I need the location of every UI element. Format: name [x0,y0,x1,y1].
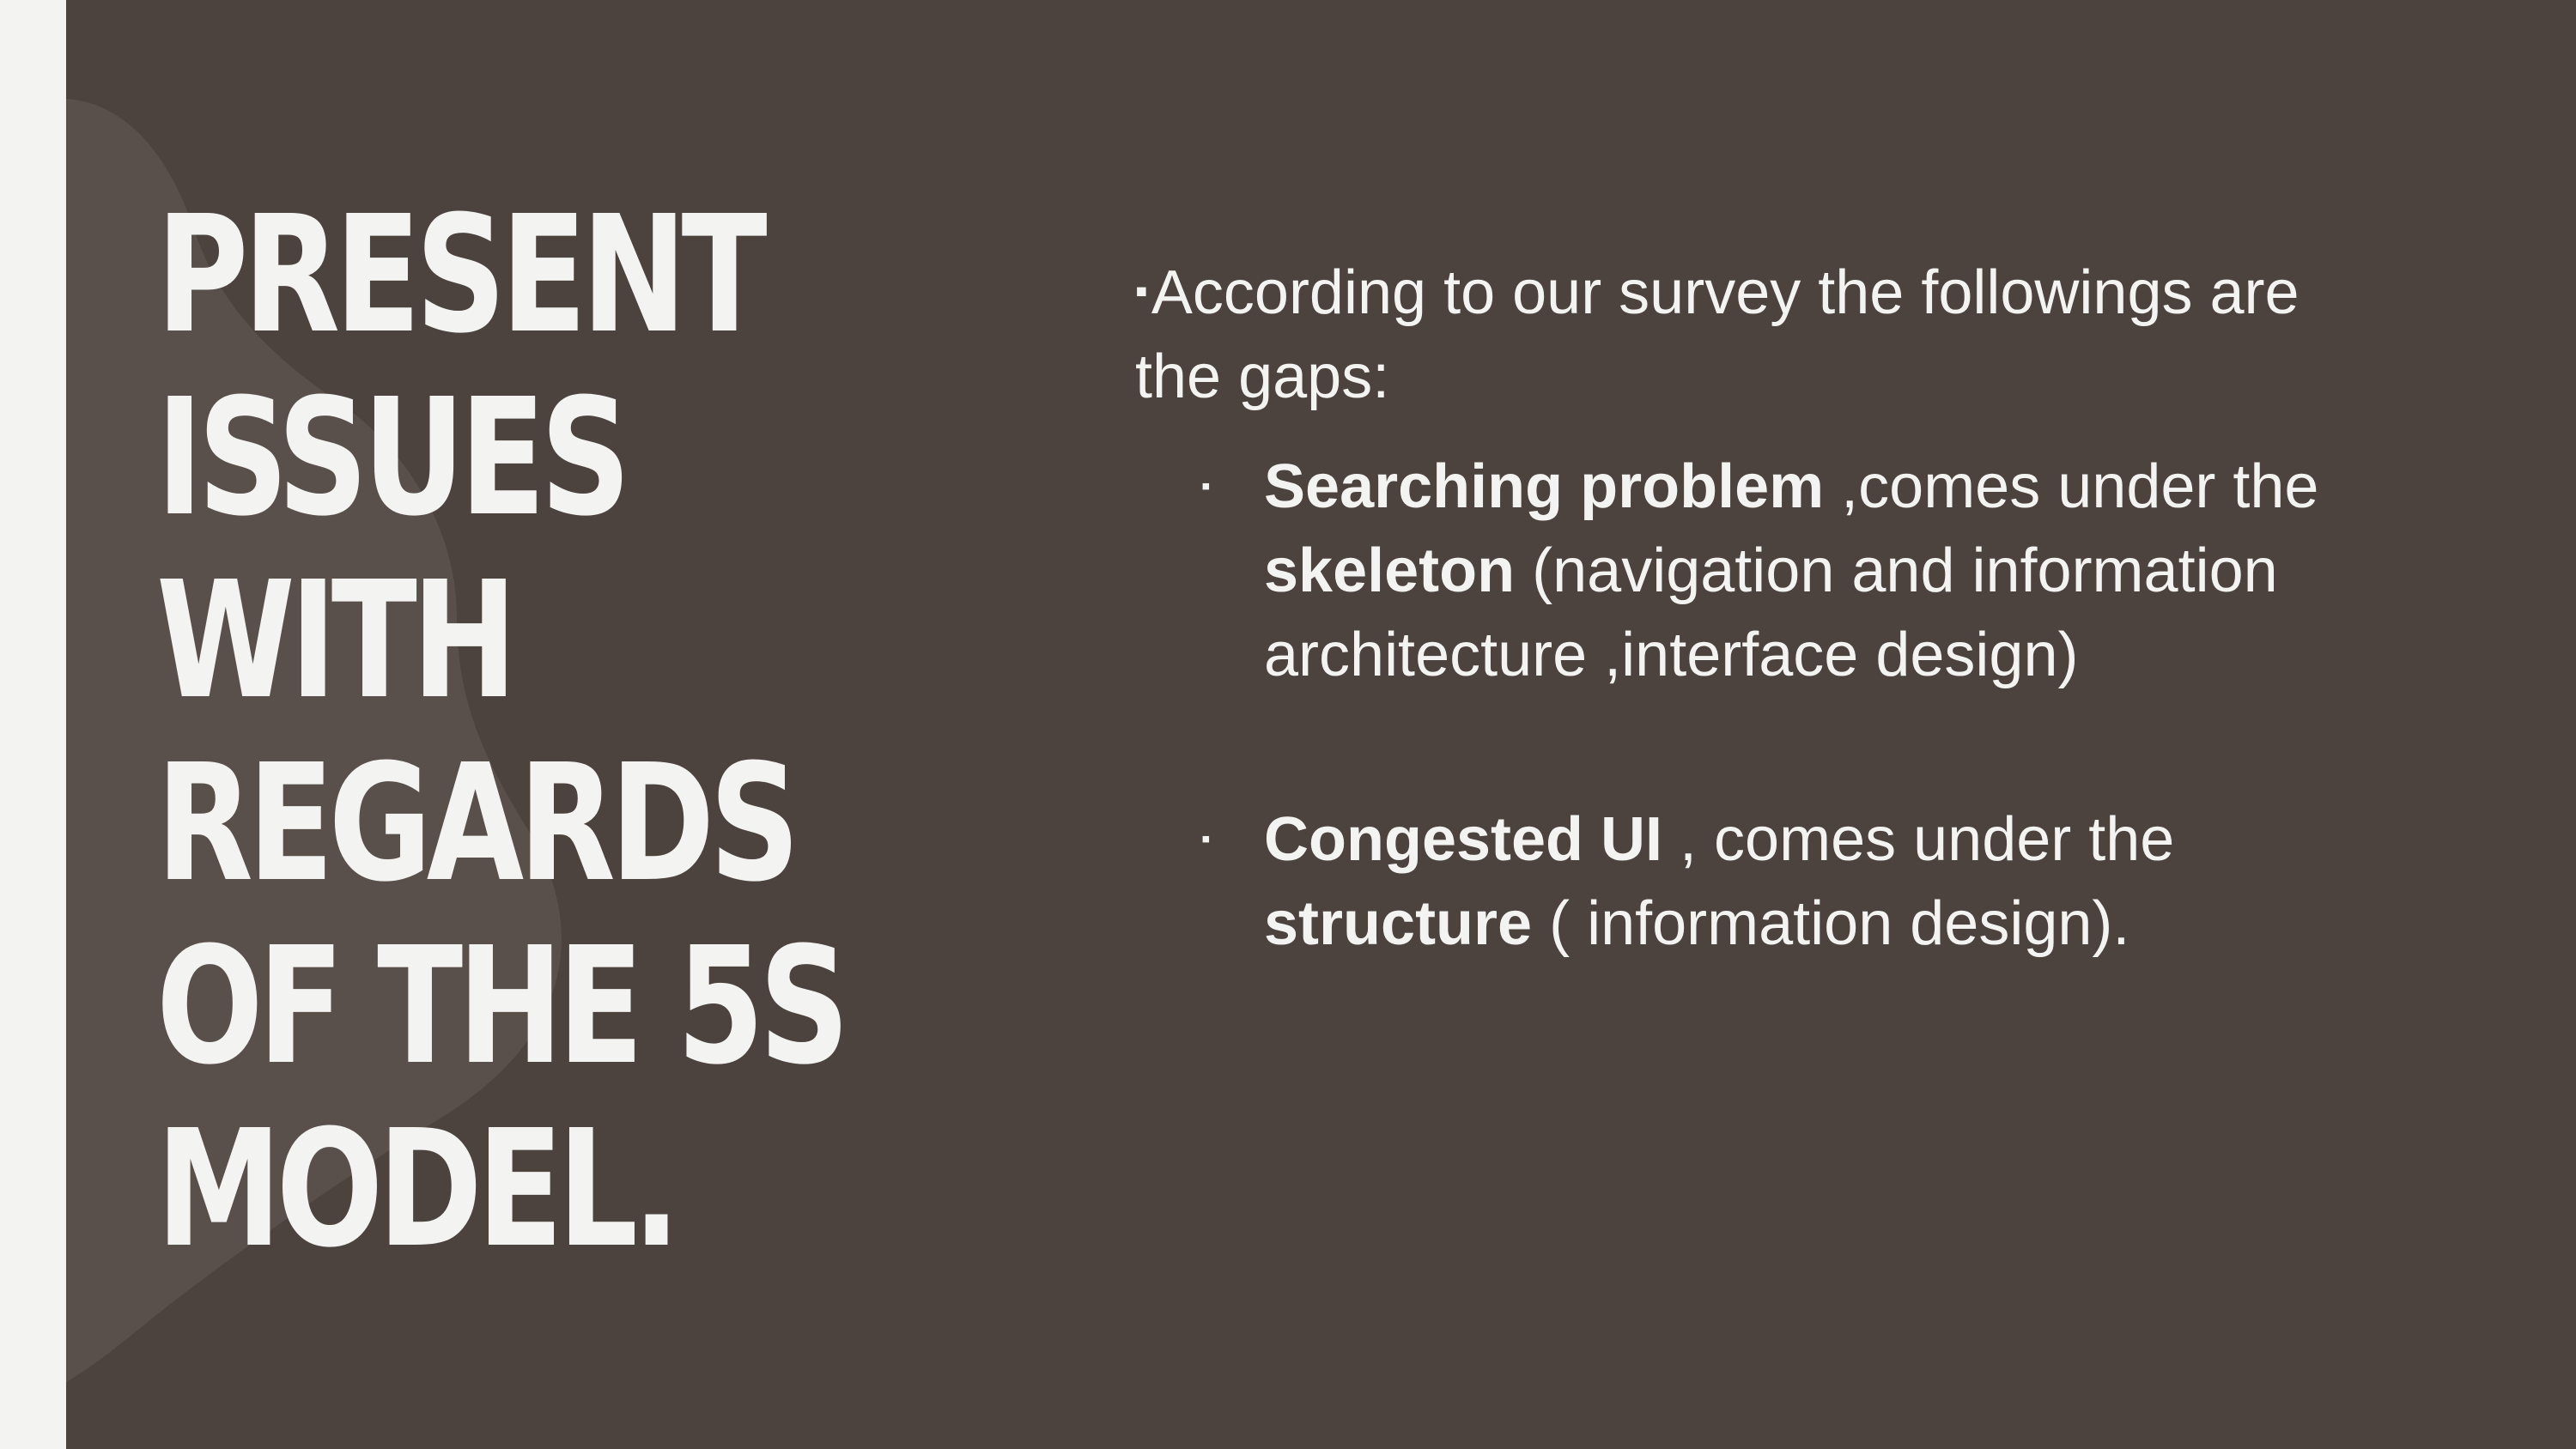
issue-title-congested-ui: Congested UI [1264,805,1663,874]
issue-searching-problem: ▪ Searching problem ,comes under the ske… [1135,445,2389,697]
title-line-6: MODEL. [156,1095,680,1283]
title-line-4: REGARDS [156,730,800,918]
title-line-5: OF THE 5S [156,912,850,1100]
left-edge-strip [0,0,66,1449]
intro-paragraph: ▪According to our survey the followings … [1135,249,2389,419]
intro-bullet-icon: ▪ [1135,270,1148,311]
issue-congested-ui: ▪ Congested UI , comes under the structu… [1135,797,2389,966]
title-line-3: WITH [156,547,517,735]
gap-list: ▪According to our survey the followings … [1135,249,2389,966]
title-line-2: ISSUES [156,364,631,552]
issue-text-congested-ui: , comes under the [1662,805,2175,874]
dark-content-panel [66,0,2576,1449]
bullet-square-icon: ▪ [1201,825,1211,853]
issue-text-searching-problem: ,comes under the [1824,452,2319,521]
issue-title-searching-problem: Searching problem [1264,452,1825,521]
decorative-wave-shape [66,99,562,1382]
intro-text: According to our survey the followings a… [1135,258,2300,411]
slide-title: PRESENT ISSUES WITH REGARDS OF THE 5S MO… [156,181,850,1283]
issue-plane-structure: structure [1264,889,1533,958]
bullet-square-icon: ▪ [1201,472,1211,500]
issue-detail-structure: ( information design). [1532,889,2130,958]
issue-plane-skeleton: skeleton [1264,537,1516,605]
title-line-1: PRESENT [156,181,768,369]
issue-detail-skeleton: (navigation and information architecture… [1264,537,2278,689]
